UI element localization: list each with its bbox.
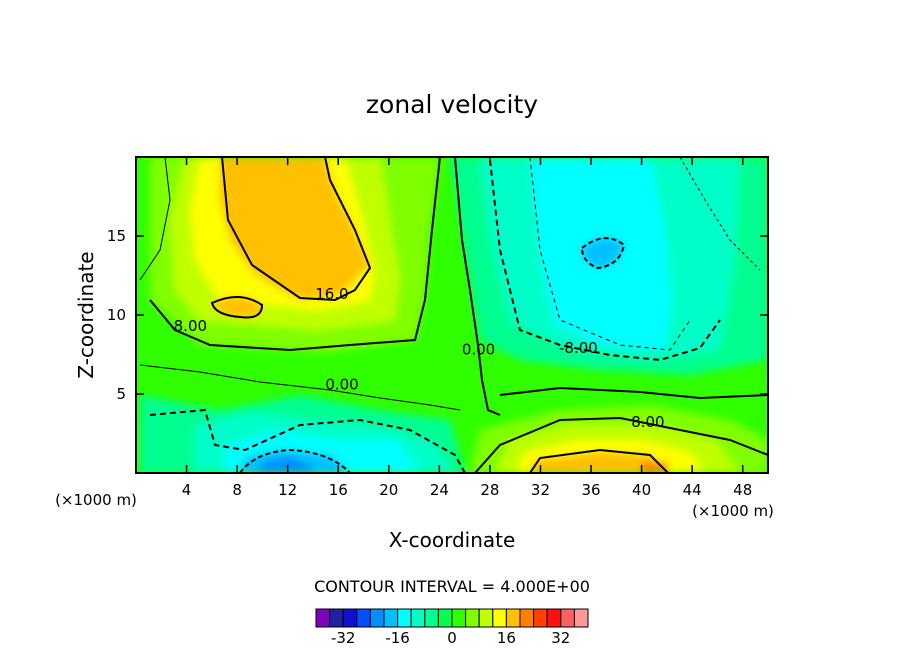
colorbar-swatch (478, 608, 494, 628)
x-tick-label: 8 (232, 481, 242, 499)
x-axis-title: X-coordinate (389, 528, 516, 552)
region-upper-left-peak (220, 157, 370, 300)
x-tick-label: 44 (683, 481, 702, 499)
contour-value-label: 8.00 (174, 317, 207, 335)
x-tick-label: 16 (329, 481, 348, 499)
colorbar-swatch (519, 608, 535, 628)
contour-value-label: 16.0 (315, 285, 348, 303)
x-tick-label: 4 (182, 481, 192, 499)
y-tick-label: 15 (107, 227, 126, 245)
contour-16-right (529, 448, 669, 473)
x-axis-ticks: 4 8 12 16 20 24 28 32 36 40 44 48 (182, 157, 752, 499)
y-axis-ticks: 5 10 15 (107, 227, 768, 403)
contour-0-left (139, 364, 461, 411)
contour-0-right (499, 386, 768, 400)
colorbar-tick-label: 16 (497, 629, 516, 647)
colorbar-swatch (315, 608, 331, 628)
x-unit-left: (×1000 m) (55, 491, 137, 509)
region-left-small-peak (212, 296, 262, 318)
x-tick-label: 20 (379, 481, 398, 499)
colorbar-swatch (451, 608, 467, 628)
contour-8-left (149, 157, 441, 352)
contour-8-right (474, 416, 768, 473)
colorbar-swatch (437, 608, 453, 628)
x-tick-label: 48 (733, 481, 752, 499)
contour-16 (221, 157, 372, 302)
colorbar-tick-label: -32 (331, 629, 356, 647)
colorbar-swatch (465, 608, 480, 628)
field-regions (140, 157, 768, 473)
colorbar-swatch (342, 608, 358, 628)
colorbar (315, 608, 589, 628)
y-axis-title: Z-coordinate (74, 251, 98, 378)
colorbar-swatch (505, 608, 521, 628)
contour-interval: CONTOUR INTERVAL = 4.000E+00 (314, 577, 590, 596)
colorbar-tick-labels: -32 -16 0 16 32 (331, 629, 570, 647)
colorbar-swatch (369, 608, 385, 628)
x-tick-label: 24 (430, 481, 449, 499)
x-tick-label: 36 (581, 481, 600, 499)
colorbar-swatch (424, 608, 439, 628)
colorbar-swatch (410, 608, 426, 628)
colorbar-swatch (397, 608, 412, 628)
colorbar-swatch (560, 608, 575, 628)
colorbar-swatch (492, 608, 507, 628)
colorbar-tick-label: 32 (551, 629, 570, 647)
chart-title: zonal velocity (366, 90, 538, 119)
colorbar-swatch (356, 608, 371, 628)
contour-lines (139, 157, 768, 473)
colorbar-swatch (546, 608, 562, 628)
contour-neg-core (580, 237, 626, 270)
colorbar-swatch (573, 608, 589, 628)
colorbar-swatch (329, 608, 344, 628)
x-tick-label: 32 (531, 481, 550, 499)
colorbar-tick-label: 0 (447, 629, 457, 647)
contour-value-label: -8.00 (559, 339, 598, 357)
contour-thin-1 (139, 157, 171, 281)
contour-0-vertical (454, 157, 501, 416)
colorbar-tick-label: -16 (385, 629, 410, 647)
colorbar-swatch (383, 608, 399, 628)
region-lower-left-neg5 (258, 456, 315, 473)
y-tick-label: 5 (116, 385, 126, 403)
contour-neg-bottom (239, 448, 351, 473)
contour-labels: 16.0 8.00 0.00 0.00 -8.00 8.00 (174, 285, 665, 431)
x-tick-label: 40 (632, 481, 651, 499)
contour-value-label: 0.00 (462, 341, 495, 359)
x-unit-right: (×1000 m) (692, 502, 774, 520)
contour-plot-area (136, 157, 768, 473)
contour-value-label: 0.00 (325, 375, 358, 393)
region-lower-right-peak (530, 452, 668, 473)
region-upper-right-neg4 (582, 238, 624, 268)
x-tick-label: 12 (278, 481, 297, 499)
region-lower-right-max (642, 462, 668, 473)
y-tick-label: 10 (107, 306, 126, 324)
contour-neg8-right (489, 159, 721, 362)
contour-16-small (210, 296, 264, 319)
contour-neg8-left (149, 408, 466, 473)
contour-thin-2 (679, 157, 761, 271)
contour-value-label: 8.00 (631, 413, 664, 431)
colorbar-swatch (533, 608, 548, 628)
x-tick-label: 28 (480, 481, 499, 499)
